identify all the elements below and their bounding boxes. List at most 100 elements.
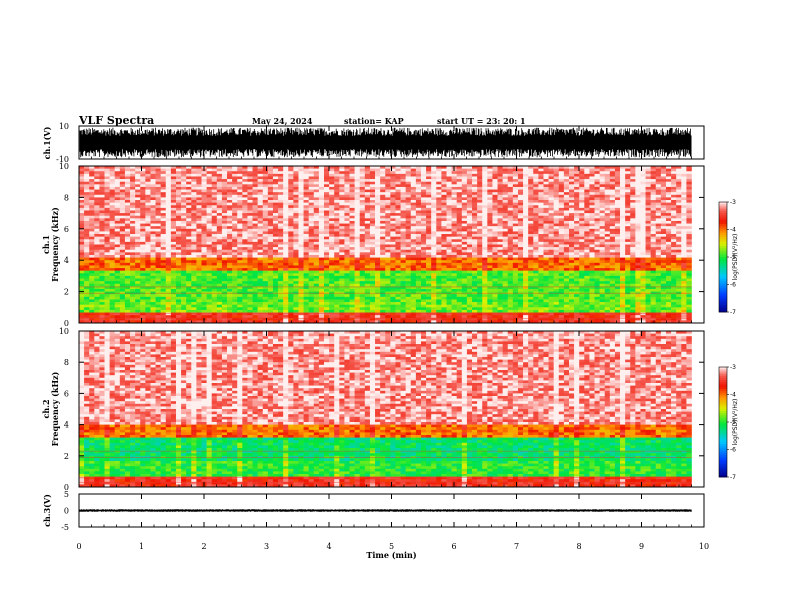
spectrogram-cell: [410, 210, 417, 214]
spectrogram-cell: [375, 265, 381, 269]
spectrogram-cell: [497, 213, 503, 217]
spectrogram-cell: [160, 262, 167, 266]
spectrogram-cell: [247, 278, 253, 282]
spectrogram-cell: [114, 234, 121, 237]
spectrogram-cell: [181, 173, 187, 177]
spectrogram-cell: [206, 218, 212, 222]
spectrogram-cell: [390, 231, 396, 235]
spectrogram-cell: [308, 307, 315, 311]
spectrogram-cell: [293, 234, 299, 237]
spectrogram-cell: [232, 299, 238, 303]
spectrogram-cell: [278, 228, 284, 232]
spectrogram-cell: [160, 184, 167, 188]
spectrogram-cell: [380, 207, 386, 211]
spectrogram-cell: [160, 320, 167, 324]
spectrogram-cell: [487, 320, 493, 324]
spectrogram-cell: [252, 304, 258, 308]
spectrogram-cell: [334, 315, 340, 319]
spectrogram-cell: [267, 299, 274, 303]
spectrogram-cell: [329, 278, 335, 282]
spectrogram-cell: [257, 234, 264, 237]
spectrogram-cell: [446, 181, 452, 185]
spectrogram-cell: [175, 236, 182, 240]
spectrogram-cell: [283, 226, 289, 230]
spectrogram-cell: [196, 171, 202, 175]
spectrogram-cell: [252, 307, 258, 311]
spectrogram-cell: [359, 192, 366, 196]
spectrogram-cell: [130, 262, 136, 266]
spectrogram-cell: [165, 239, 172, 243]
spectrogram-cell: [472, 270, 478, 274]
spectrogram-cell: [303, 234, 309, 237]
spectrogram-cell: [420, 273, 427, 277]
spectrogram-cell: [482, 320, 488, 324]
spectrogram-cell: [247, 215, 253, 219]
spectrogram-cell: [227, 296, 233, 300]
spectrogram-cell: [109, 252, 116, 256]
spectrogram-cell: [461, 278, 468, 282]
spectrogram-cell: [89, 218, 95, 222]
spectrogram-cell: [420, 288, 427, 292]
spectrogram-cell: [492, 194, 498, 198]
spectrogram-cell: [237, 186, 243, 190]
spectrogram-cell: [150, 244, 156, 248]
spectrogram-cell: [288, 181, 294, 185]
spectrogram-cell: [181, 265, 187, 269]
spectrogram-cell: [344, 265, 350, 269]
spectrogram-cell: [247, 189, 253, 193]
spectrogram-cell: [201, 179, 207, 182]
spectrogram-cell: [242, 205, 248, 209]
spectrogram-cell: [324, 173, 330, 177]
spectrogram-cell: [237, 202, 243, 206]
spectrogram-cell: [375, 244, 381, 248]
spectrogram-cell: [390, 286, 396, 290]
spectrogram-cell: [272, 247, 279, 251]
spectrogram-cell: [334, 241, 340, 245]
spectrogram-cell: [364, 278, 371, 282]
spectrogram-cell: [329, 304, 335, 308]
spectrogram-cell: [124, 302, 131, 305]
spectrogram-cell: [252, 176, 258, 180]
spectrogram-cell: [405, 312, 412, 316]
spectrogram-cell: [375, 241, 381, 245]
spectrogram-cell: [272, 173, 279, 177]
spectrogram-cell: [420, 166, 427, 169]
spectrogram-cell: [466, 244, 473, 248]
spectrogram-cell: [237, 304, 243, 308]
spectrogram-cell: [410, 268, 417, 271]
spectrogram-cell: [247, 234, 253, 237]
spectrogram-cell: [369, 184, 376, 188]
spectrogram-cell: [79, 234, 85, 237]
spectrogram-cell: [298, 268, 304, 271]
spectrogram-cell: [400, 299, 406, 303]
spectrogram-cell: [109, 168, 116, 172]
spectrogram-cell: [395, 275, 401, 279]
spectrogram-cell: [181, 296, 187, 300]
spectrogram-cell: [461, 257, 468, 261]
spectrogram-cell: [170, 207, 177, 211]
spectrogram-cell: [405, 252, 412, 256]
spectrogram-cell: [426, 234, 432, 237]
spectrogram-cell: [130, 315, 136, 319]
spectrogram-cell: [477, 218, 483, 222]
spectrogram-cell: [94, 215, 100, 219]
spectrogram-cell: [369, 294, 376, 298]
spectrogram-cell: [145, 299, 151, 303]
spectrogram-cell: [242, 257, 248, 261]
spectrogram-cell: [221, 315, 228, 319]
spectrogram-cell: [175, 234, 182, 237]
spectrogram-cell: [196, 231, 202, 235]
spectrogram-cell: [487, 223, 493, 227]
spectrogram-cell: [206, 262, 212, 266]
spectrogram-cell: [461, 223, 468, 227]
spectrogram-cell: [420, 257, 427, 261]
spectrogram-cell: [196, 254, 202, 258]
spectrogram-cell: [104, 192, 110, 196]
spectrogram-cell: [329, 281, 335, 285]
spectrogram-cell: [492, 286, 498, 290]
spectrogram-cell: [155, 181, 161, 185]
spectrogram-cell: [415, 270, 422, 274]
spectrogram-cell: [211, 307, 218, 311]
spectrogram-cell: [247, 275, 253, 279]
spectrogram-cell: [344, 304, 350, 308]
